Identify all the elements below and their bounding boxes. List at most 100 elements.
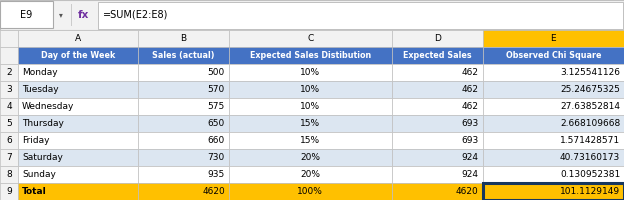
Text: C: C xyxy=(307,34,313,43)
Text: 575: 575 xyxy=(208,102,225,111)
Bar xyxy=(0,98,18,115)
Bar xyxy=(228,30,392,47)
Text: 462: 462 xyxy=(462,85,479,94)
Text: 27.63852814: 27.63852814 xyxy=(560,102,620,111)
Text: 3.125541126: 3.125541126 xyxy=(560,68,620,77)
Bar xyxy=(392,47,482,64)
Text: Expected Sales: Expected Sales xyxy=(403,51,472,60)
Text: 693: 693 xyxy=(462,119,479,128)
Text: 40.73160173: 40.73160173 xyxy=(560,153,620,162)
Bar xyxy=(482,47,624,64)
Text: 1.571428571: 1.571428571 xyxy=(560,136,620,145)
Bar xyxy=(482,183,624,200)
Bar xyxy=(482,149,624,166)
Bar xyxy=(138,149,228,166)
Bar xyxy=(138,64,228,81)
Text: Wednesday: Wednesday xyxy=(22,102,74,111)
Text: fx: fx xyxy=(78,10,89,20)
Bar xyxy=(18,30,138,47)
Text: Monday: Monday xyxy=(22,68,57,77)
Text: B: B xyxy=(180,34,187,43)
Text: 0.130952381: 0.130952381 xyxy=(560,170,620,179)
Text: 15%: 15% xyxy=(300,136,320,145)
Text: 2.668109668: 2.668109668 xyxy=(560,119,620,128)
Bar xyxy=(138,183,228,200)
Bar xyxy=(392,81,482,98)
Bar xyxy=(18,98,138,115)
Bar xyxy=(228,47,392,64)
Text: 4620: 4620 xyxy=(202,187,225,196)
Text: 500: 500 xyxy=(208,68,225,77)
Bar xyxy=(18,132,138,149)
Text: 650: 650 xyxy=(208,119,225,128)
Bar xyxy=(0,47,18,64)
Bar xyxy=(482,30,624,47)
Bar xyxy=(482,183,624,200)
Bar xyxy=(18,47,138,64)
Bar xyxy=(138,81,228,98)
Bar xyxy=(228,149,392,166)
Text: A: A xyxy=(75,34,81,43)
Text: 462: 462 xyxy=(462,102,479,111)
Bar xyxy=(482,115,624,132)
Text: Sales (actual): Sales (actual) xyxy=(152,51,215,60)
Bar xyxy=(228,132,392,149)
Text: 8: 8 xyxy=(6,170,12,179)
Text: 4: 4 xyxy=(6,102,12,111)
Bar xyxy=(392,183,482,200)
Bar xyxy=(18,115,138,132)
Bar xyxy=(0,30,18,47)
Text: E9: E9 xyxy=(21,10,32,20)
Bar xyxy=(0,149,18,166)
Bar xyxy=(138,47,228,64)
Bar xyxy=(392,30,482,47)
Text: 101.1129149: 101.1129149 xyxy=(560,187,620,196)
Text: ▾: ▾ xyxy=(59,10,63,19)
Text: 6: 6 xyxy=(6,136,12,145)
Bar xyxy=(0,115,18,132)
Bar xyxy=(18,64,138,81)
Bar xyxy=(392,115,482,132)
Bar xyxy=(392,132,482,149)
Text: 20%: 20% xyxy=(300,170,320,179)
Text: 570: 570 xyxy=(208,85,225,94)
Text: Day of the Week: Day of the Week xyxy=(41,51,115,60)
Bar xyxy=(228,98,392,115)
Bar xyxy=(0,132,18,149)
Bar xyxy=(138,30,228,47)
Text: 100%: 100% xyxy=(297,187,323,196)
Bar xyxy=(18,149,138,166)
Bar xyxy=(0,1,53,28)
Bar xyxy=(228,183,392,200)
Bar xyxy=(228,115,392,132)
Text: 693: 693 xyxy=(462,136,479,145)
Bar xyxy=(228,166,392,183)
Text: 3: 3 xyxy=(6,85,12,94)
Bar xyxy=(482,98,624,115)
Text: E: E xyxy=(550,34,556,43)
Bar xyxy=(138,98,228,115)
Text: D: D xyxy=(434,34,441,43)
Text: Saturday: Saturday xyxy=(22,153,63,162)
Bar xyxy=(482,81,624,98)
Bar xyxy=(0,64,18,81)
Text: 462: 462 xyxy=(462,68,479,77)
Bar xyxy=(0,81,18,98)
Text: 9: 9 xyxy=(6,187,12,196)
Text: 924: 924 xyxy=(462,170,479,179)
Bar xyxy=(18,183,138,200)
Bar xyxy=(228,81,392,98)
Bar xyxy=(482,166,624,183)
Text: 935: 935 xyxy=(208,170,225,179)
Text: 660: 660 xyxy=(208,136,225,145)
Bar xyxy=(0,166,18,183)
Text: 10%: 10% xyxy=(300,102,320,111)
Text: 10%: 10% xyxy=(300,85,320,94)
Text: 15%: 15% xyxy=(300,119,320,128)
Text: Tuesday: Tuesday xyxy=(22,85,59,94)
Bar xyxy=(18,81,138,98)
Bar xyxy=(392,149,482,166)
Text: Observed Chi Square: Observed Chi Square xyxy=(505,51,601,60)
Bar xyxy=(0,183,18,200)
Bar xyxy=(98,2,623,29)
